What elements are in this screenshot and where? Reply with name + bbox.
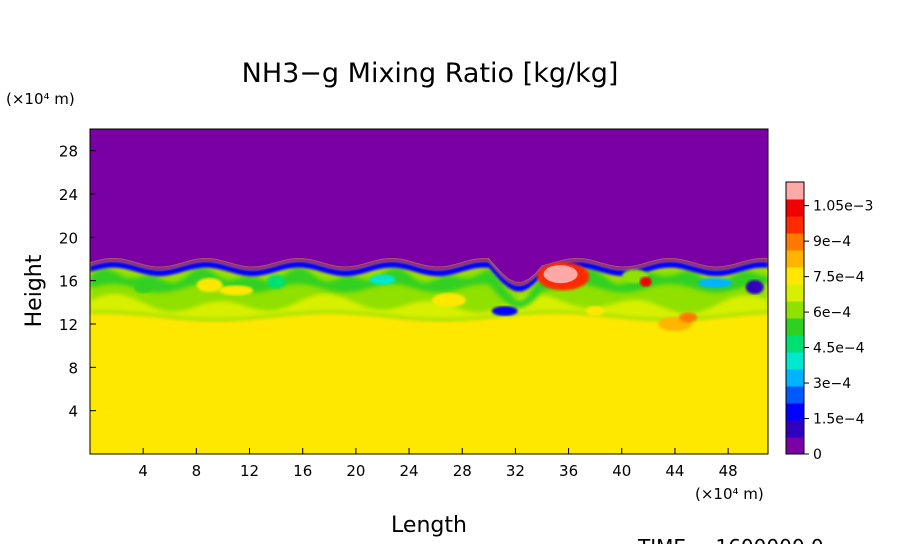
plume-secondary bbox=[639, 276, 652, 287]
x-tick-label: 8 bbox=[192, 462, 202, 480]
colorbar-swatch bbox=[786, 335, 804, 353]
x-axis-label: Length bbox=[391, 513, 467, 538]
y-tick-label: 20 bbox=[59, 229, 78, 247]
colorbar-swatch bbox=[786, 386, 804, 404]
colorbar-tick-label: 9e−4 bbox=[813, 234, 851, 250]
chart-title: NH3−g Mixing Ratio [kg/kg] bbox=[242, 58, 619, 89]
y-tick-label: 24 bbox=[59, 186, 78, 204]
heatmap-plot-area bbox=[89, 128, 769, 455]
x-tick-label: 12 bbox=[240, 462, 259, 480]
eddy bbox=[267, 274, 286, 289]
eddy bbox=[745, 280, 764, 295]
x-tick-label: 28 bbox=[453, 462, 472, 480]
y-tick-label: 28 bbox=[59, 143, 78, 161]
x-tick-label: 16 bbox=[293, 462, 312, 480]
colorbar: 0 1.5e−4 3e−4 4.5e−4 6e−4 7.5e−4 9e−4 1.05e−3 bbox=[785, 181, 873, 463]
x-tick-label: 20 bbox=[346, 462, 365, 480]
y-tick-label: 4 bbox=[68, 403, 78, 421]
colorbar-swatch bbox=[786, 403, 804, 421]
y-tick-label: 12 bbox=[59, 316, 78, 334]
y-axis-unit: (×10⁴ m) bbox=[6, 90, 75, 108]
colorbar-swatch bbox=[786, 233, 804, 251]
colorbar-tick-label: 0 bbox=[813, 447, 822, 463]
mixing-band-cyan bbox=[90, 267, 768, 308]
eddy bbox=[586, 306, 605, 316]
colorbar-tick-label: 1.5e−4 bbox=[813, 412, 865, 428]
colorbar-frame bbox=[785, 181, 805, 455]
x-tick-label: 4 bbox=[138, 462, 148, 480]
y-tick-label: 8 bbox=[68, 359, 78, 377]
colorbar-swatch bbox=[786, 216, 804, 234]
mixing-band-blue bbox=[90, 261, 768, 292]
x-tick-label: 48 bbox=[719, 462, 738, 480]
eddy bbox=[134, 283, 153, 294]
time-footer: TIME = 1600000.0 bbox=[637, 535, 824, 544]
x-tick-label: 44 bbox=[665, 462, 684, 480]
colorbar-tick-label: 1.05e−3 bbox=[813, 199, 873, 215]
colorbar-swatch bbox=[786, 267, 804, 285]
colorbar-swatch bbox=[786, 318, 804, 336]
y-axis: 4 8 12 16 20 24 28 bbox=[59, 143, 96, 421]
colorbar-swatch bbox=[786, 352, 804, 370]
colorbar-swatch bbox=[786, 437, 804, 455]
x-tick-label: 24 bbox=[400, 462, 419, 480]
eddy bbox=[697, 277, 732, 288]
colorbar-tick-label: 4.5e−4 bbox=[813, 341, 865, 357]
colorbar-swatch bbox=[786, 369, 804, 387]
colorbar-swatch bbox=[786, 301, 804, 319]
y-axis-label: Height bbox=[22, 254, 47, 327]
heatmap-upper-region bbox=[90, 129, 768, 282]
plot-frame bbox=[89, 128, 769, 455]
colorbar-swatch bbox=[786, 182, 804, 200]
colorbar-tick-label: 3e−4 bbox=[813, 376, 851, 392]
plume-peak bbox=[546, 265, 565, 276]
colorbar-swatch bbox=[786, 420, 804, 438]
colorbar-tick-label: 6e−4 bbox=[813, 305, 851, 321]
eddy bbox=[679, 312, 698, 323]
x-axis: 4 8 12 16 20 24 28 32 36 40 44 48 bbox=[138, 448, 738, 480]
mixing-band-navy bbox=[90, 257, 768, 286]
x-tick-label: 40 bbox=[612, 462, 631, 480]
eddy bbox=[491, 306, 518, 316]
colorbar-swatch bbox=[786, 250, 804, 268]
x-axis-unit: (×10⁴ m) bbox=[695, 485, 764, 503]
eddy bbox=[196, 278, 223, 292]
colorbar-swatch bbox=[786, 199, 804, 217]
x-tick-label: 36 bbox=[559, 462, 578, 480]
eddy bbox=[219, 285, 254, 296]
colorbar-swatch bbox=[786, 284, 804, 302]
y-tick-label: 16 bbox=[59, 273, 78, 291]
x-tick-label: 32 bbox=[506, 462, 525, 480]
heatmap-field bbox=[90, 129, 768, 331]
eddy bbox=[431, 293, 466, 308]
colorbar-tick-label: 7.5e−4 bbox=[813, 270, 865, 286]
eddy bbox=[369, 274, 396, 285]
